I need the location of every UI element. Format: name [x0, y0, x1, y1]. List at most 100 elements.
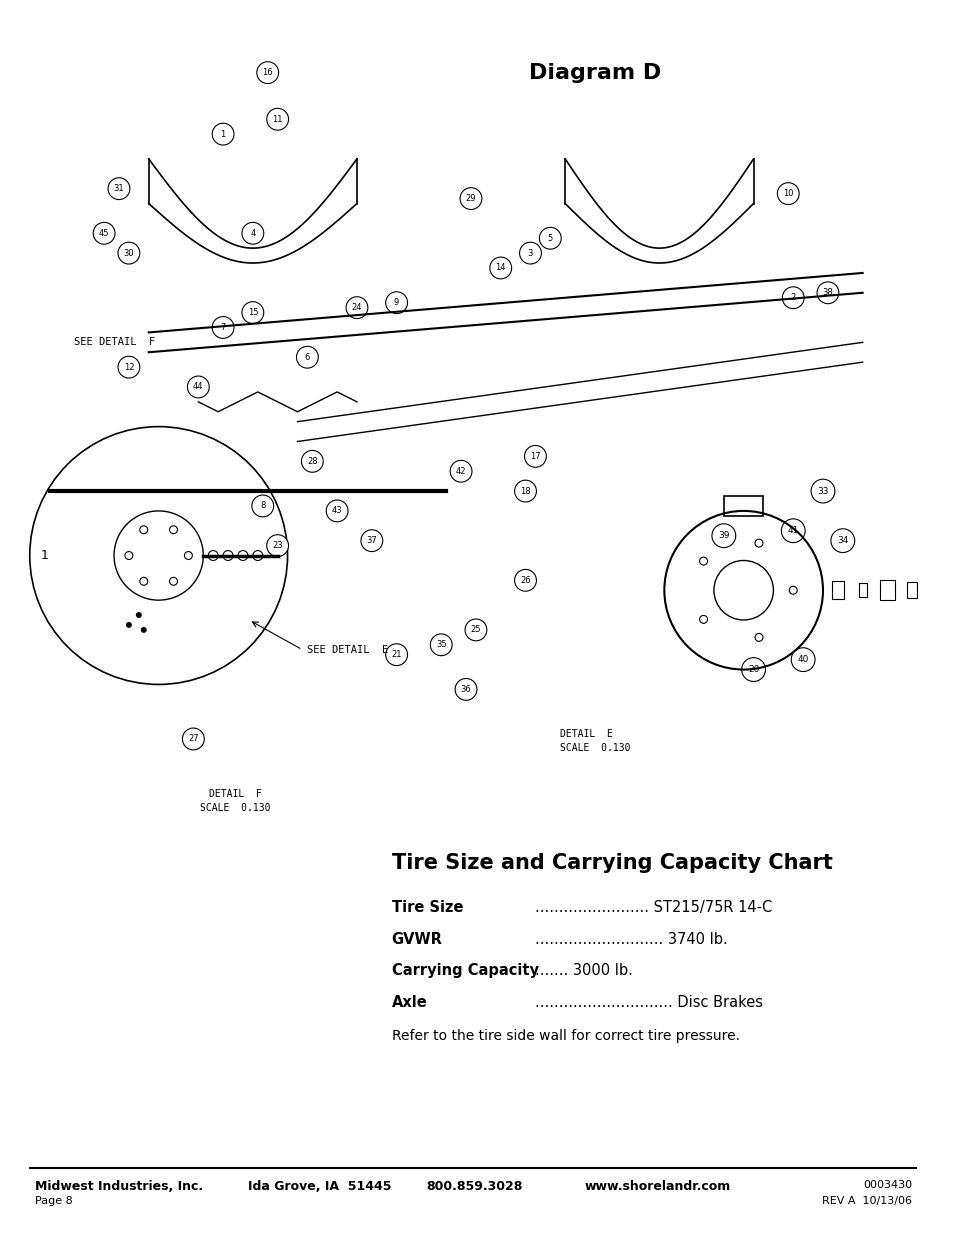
Text: Page 8: Page 8: [34, 1195, 72, 1207]
Circle shape: [267, 535, 288, 557]
Text: ....... 3000 lb.: ....... 3000 lb.: [535, 963, 633, 978]
Text: 1: 1: [41, 550, 49, 562]
Circle shape: [455, 678, 476, 700]
Circle shape: [118, 242, 140, 264]
Circle shape: [242, 222, 263, 245]
Circle shape: [538, 227, 560, 249]
Circle shape: [777, 183, 799, 205]
Circle shape: [524, 446, 546, 467]
Text: 15: 15: [248, 308, 258, 317]
Circle shape: [187, 375, 209, 398]
Text: 8: 8: [260, 501, 265, 510]
Circle shape: [212, 124, 233, 144]
Circle shape: [141, 627, 147, 632]
Circle shape: [450, 461, 472, 482]
Circle shape: [296, 346, 318, 368]
Circle shape: [781, 287, 803, 309]
Text: 37: 37: [366, 536, 376, 545]
Circle shape: [126, 622, 132, 627]
Text: 16: 16: [262, 68, 273, 77]
Text: 18: 18: [519, 487, 530, 495]
Text: 40: 40: [797, 655, 808, 664]
Text: 25: 25: [470, 625, 480, 635]
Text: Axle: Axle: [392, 995, 427, 1010]
Text: Refer to the tire side wall for correct tire pressure.: Refer to the tire side wall for correct …: [392, 1030, 739, 1044]
Text: 7: 7: [220, 324, 226, 332]
Circle shape: [816, 282, 838, 304]
Text: 21: 21: [391, 650, 401, 659]
Text: www.shorelandr.com: www.shorelandr.com: [584, 1181, 731, 1193]
Text: 6: 6: [304, 353, 310, 362]
Circle shape: [385, 643, 407, 666]
Text: Carrying Capacity: Carrying Capacity: [392, 963, 538, 978]
Text: 23: 23: [272, 541, 283, 550]
Circle shape: [242, 301, 263, 324]
Circle shape: [514, 480, 536, 501]
Text: ............................. Disc Brakes: ............................. Disc Brake…: [535, 995, 762, 1010]
Text: REV A  10/13/06: REV A 10/13/06: [821, 1195, 911, 1207]
Text: 36: 36: [460, 685, 471, 694]
Circle shape: [489, 257, 511, 279]
Text: 14: 14: [495, 263, 505, 273]
Circle shape: [256, 62, 278, 84]
Text: GVWR: GVWR: [392, 931, 442, 947]
Text: ........................... 3740 lb.: ........................... 3740 lb.: [535, 931, 727, 947]
Circle shape: [360, 530, 382, 552]
Circle shape: [430, 634, 452, 656]
Circle shape: [135, 613, 142, 618]
Text: 43: 43: [332, 506, 342, 515]
Text: 45: 45: [99, 228, 110, 238]
Circle shape: [464, 619, 486, 641]
Circle shape: [267, 109, 288, 130]
Text: 9: 9: [394, 298, 398, 308]
Text: 10: 10: [782, 189, 793, 198]
Text: 42: 42: [456, 467, 466, 475]
Text: 30: 30: [124, 248, 134, 258]
Text: Tire Size and Carrying Capacity Chart: Tire Size and Carrying Capacity Chart: [392, 853, 832, 873]
Circle shape: [459, 188, 481, 210]
Text: 4: 4: [250, 228, 255, 238]
Text: 41: 41: [787, 526, 798, 535]
Text: 11: 11: [273, 115, 283, 124]
Text: SEE DETAIL  F: SEE DETAIL F: [74, 337, 155, 347]
Circle shape: [93, 222, 115, 245]
Text: 31: 31: [113, 184, 124, 193]
Text: 12: 12: [124, 363, 134, 372]
Circle shape: [182, 729, 204, 750]
Circle shape: [212, 316, 233, 338]
Text: 28: 28: [307, 457, 317, 466]
Text: 20: 20: [747, 666, 759, 674]
Circle shape: [519, 242, 540, 264]
Text: ........................ ST215/75R 14-C: ........................ ST215/75R 14-C: [535, 900, 772, 915]
Text: Ida Grove, IA  51445: Ida Grove, IA 51445: [248, 1181, 391, 1193]
Text: Diagram D: Diagram D: [528, 63, 660, 83]
Text: SEE DETAIL  E: SEE DETAIL E: [307, 645, 388, 655]
Text: 0003430: 0003430: [862, 1181, 911, 1191]
Text: 3: 3: [527, 248, 533, 258]
Text: 26: 26: [519, 576, 530, 585]
Text: 800.859.3028: 800.859.3028: [426, 1181, 522, 1193]
Circle shape: [346, 296, 368, 319]
Circle shape: [118, 356, 140, 378]
Text: 38: 38: [821, 288, 833, 298]
Text: DETAIL  F
SCALE  0.130: DETAIL F SCALE 0.130: [199, 788, 270, 813]
Text: 39: 39: [718, 531, 729, 540]
Text: 24: 24: [352, 303, 362, 312]
Text: 1: 1: [220, 130, 226, 138]
Text: 5: 5: [547, 233, 553, 243]
Circle shape: [252, 495, 274, 517]
Text: 34: 34: [836, 536, 847, 545]
Text: 33: 33: [817, 487, 828, 495]
Text: Tire Size: Tire Size: [392, 900, 462, 915]
Text: Midwest Industries, Inc.: Midwest Industries, Inc.: [34, 1181, 203, 1193]
Text: 35: 35: [436, 640, 446, 650]
Circle shape: [301, 451, 323, 472]
Text: 2: 2: [790, 293, 795, 303]
Text: 29: 29: [465, 194, 476, 203]
Text: DETAIL  E
SCALE  0.130: DETAIL E SCALE 0.130: [559, 729, 630, 753]
Text: 27: 27: [188, 735, 198, 743]
Circle shape: [385, 291, 407, 314]
Circle shape: [108, 178, 130, 200]
Text: 17: 17: [530, 452, 540, 461]
Circle shape: [514, 569, 536, 592]
